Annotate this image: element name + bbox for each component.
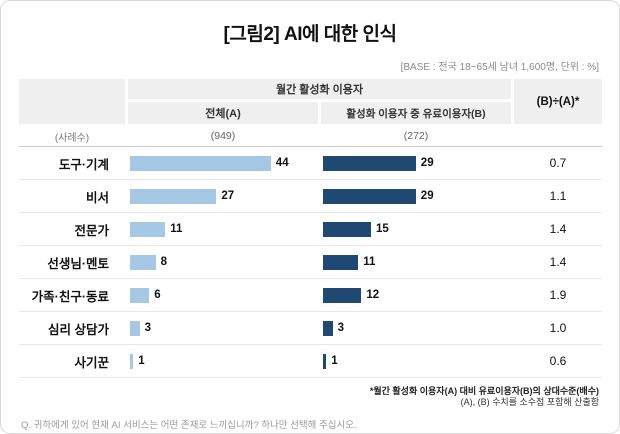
table-header: 월간 활성화 이용자 (B)÷(A)* 전체(A) 활성화 이용자 중 유료이용… — [19, 79, 602, 124]
ratio-value: 1.4 — [549, 255, 567, 269]
table-row: 도구·기계 44 29 0.7 — [19, 147, 602, 180]
header-total-a-label: 전체(A) — [128, 102, 318, 124]
row-label: 사기꾼 — [74, 355, 109, 370]
table-row: 전문가 11 15 1.4 — [19, 213, 602, 246]
header-group-label: 월간 활성화 이용자 — [128, 79, 511, 99]
bar-total-a-cell: 3 — [128, 320, 318, 336]
bar-total-a-value: 3 — [144, 322, 151, 334]
bar-paid-b-value: 1 — [331, 355, 338, 367]
chart-rows: 도구·기계 44 29 0.7 비서 27 29 1.1 전문가 11 15 1.4 선생님·멘토 8 11… — [19, 147, 602, 378]
bar-total-a-value: 6 — [154, 289, 161, 301]
bar-paid-b-value: 11 — [363, 256, 376, 268]
table-row: 선생님·멘토 8 11 1.4 — [19, 246, 602, 279]
bar-total-a-value: 8 — [160, 256, 167, 268]
bar-paid-b — [323, 188, 416, 204]
bar-total-a-value: 11 — [170, 223, 183, 235]
bar-paid-b — [323, 353, 327, 369]
bar-total-a — [130, 353, 134, 369]
bar-paid-b-cell: 3 — [321, 320, 511, 336]
ratio-value: 1.4 — [549, 222, 567, 236]
bar-paid-b-cell: 15 — [321, 221, 511, 237]
bar-paid-b — [323, 320, 333, 336]
bar-paid-b-cell: 29 — [321, 155, 511, 171]
ratio-value: 0.6 — [549, 354, 567, 368]
bar-paid-b — [323, 155, 416, 171]
bar-paid-b-value: 12 — [366, 289, 380, 301]
bar-total-a-cell: 6 — [128, 287, 318, 303]
bar-paid-b-cell: 1 — [321, 353, 511, 369]
cases-row: (사례수) (949) (272) — [19, 126, 602, 147]
bar-paid-b — [323, 221, 371, 237]
bar-total-a — [130, 320, 140, 336]
bar-paid-b-value: 3 — [337, 322, 344, 334]
bar-total-a — [130, 254, 156, 270]
footnote-2: (A), (B) 수치를 소수점 포함해 산출함 — [460, 397, 599, 408]
ratio-value: 1.0 — [549, 321, 567, 335]
row-label: 선생님·멘토 — [47, 256, 109, 271]
bar-total-a-cell: 27 — [128, 188, 318, 204]
bar-total-a-cell: 1 — [128, 353, 318, 369]
bar-paid-b-cell: 12 — [321, 287, 511, 303]
bar-total-a-cell: 44 — [128, 155, 318, 171]
bar-total-a — [130, 188, 217, 204]
ratio-value: 0.7 — [549, 156, 567, 170]
bar-paid-b — [323, 287, 362, 303]
cases-a-value: (949) — [210, 130, 236, 142]
table-row: 사기꾼 1 1 0.6 — [19, 345, 602, 378]
bar-total-a-value: 27 — [221, 190, 235, 202]
row-label: 가족·친구·동료 — [31, 289, 109, 304]
bar-paid-b — [323, 254, 359, 270]
row-label: 비서 — [85, 190, 109, 205]
bar-total-a — [130, 287, 150, 303]
footnote-1: *월간 활성화 이용자(A) 대비 유료이용자(B)의 상대수준(배수) — [369, 386, 599, 396]
bar-total-a-value: 44 — [275, 157, 289, 169]
table-row: 가족·친구·동료 6 12 1.9 — [19, 279, 602, 312]
chart-table: 월간 활성화 이용자 (B)÷(A)* 전체(A) 활성화 이용자 중 유료이용… — [19, 79, 602, 378]
bar-total-a — [130, 155, 271, 171]
row-label: 전문가 — [74, 223, 109, 238]
row-label: 심리 상담가 — [48, 322, 109, 337]
bar-paid-b-value: 15 — [376, 223, 389, 235]
header-ratio-label: (B)÷(A)* — [514, 79, 602, 124]
page-title: [그림2] AI에 대한 인식 — [223, 24, 397, 45]
ratio-value: 1.1 — [549, 189, 567, 203]
bar-paid-b-value: 29 — [420, 190, 434, 202]
bar-total-a — [130, 221, 166, 237]
cases-label: (사례수) — [54, 132, 90, 144]
table-row: 비서 27 29 1.1 — [19, 180, 602, 213]
bar-paid-b-cell: 29 — [321, 188, 511, 204]
bar-total-a-cell: 11 — [128, 221, 318, 237]
ratio-value: 1.9 — [549, 288, 567, 302]
row-label: 도구·기계 — [58, 157, 109, 172]
header-paid-b-label: 활성화 이용자 중 유료이용자(B) — [321, 102, 511, 124]
header-corner-cell — [19, 79, 125, 124]
bar-paid-b-cell: 11 — [321, 254, 511, 270]
cases-b-value: (272) — [403, 130, 429, 142]
bar-total-a-value: 1 — [138, 355, 145, 367]
footnotes: *월간 활성화 이용자(A) 대비 유료이용자(B)의 상대수준(배수) (A)… — [21, 386, 599, 409]
table-row: 심리 상담가 3 3 1.0 — [19, 312, 602, 345]
bar-paid-b-value: 29 — [420, 157, 434, 169]
base-note: [BASE : 전국 18~65세 남녀 1,600명, 단위 : %] — [400, 62, 599, 73]
survey-question: Q. 귀하에게 있어 현재 AI 서비스는 어떤 존재로 느끼십니까? 하나만 … — [21, 419, 357, 431]
bar-total-a-cell: 8 — [128, 254, 318, 270]
